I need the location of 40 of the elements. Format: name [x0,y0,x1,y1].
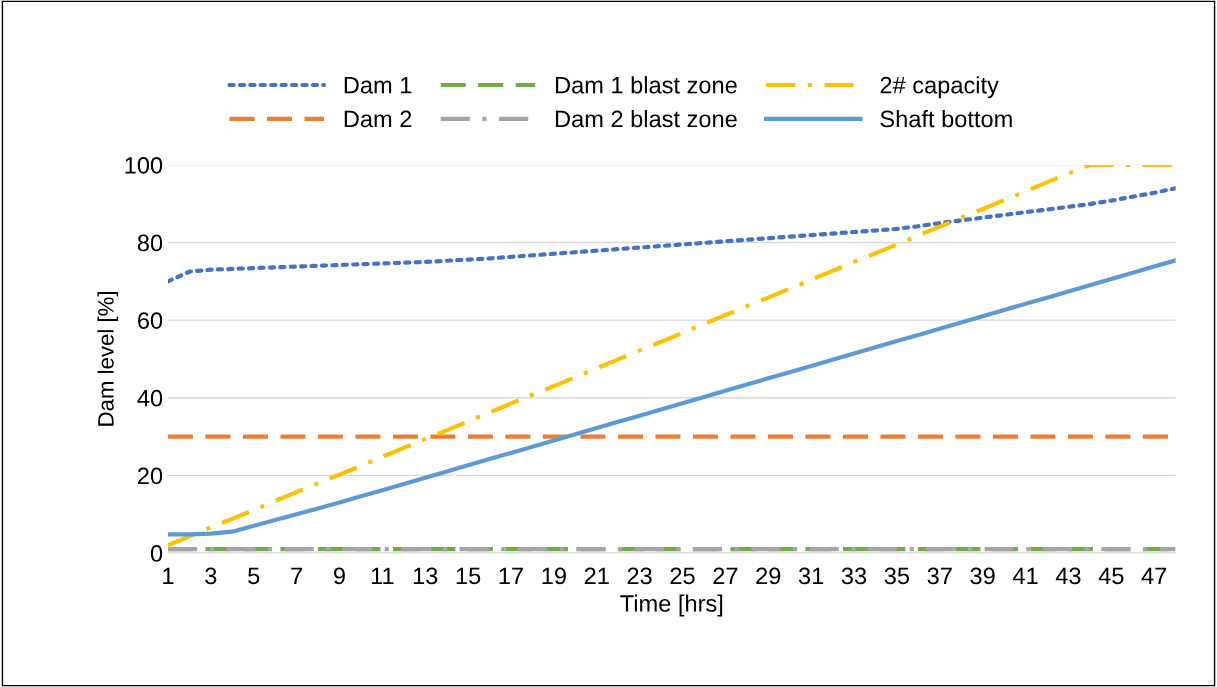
x-tick-label: 7 [291,567,302,585]
line-series [167,186,1176,284]
x-tick-label: 11 [371,567,394,585]
x-tick-label: 29 [756,567,781,585]
x-tick-label: 41 [1012,567,1038,585]
x-tick-label: 37 [927,567,952,585]
x-tick-label: 43 [1055,567,1081,585]
x-axis-title: Time [hrs] [620,594,723,617]
y-tick-label: 20 [138,467,163,485]
x-tick-label: 21 [584,567,609,585]
x-tick-label: 47 [1141,567,1167,585]
x-tick-label: 33 [841,567,867,585]
legend-label: Dam 2 blast zone [555,109,737,128]
y-tick-label: 0 [150,545,163,562]
x-tick-label: 45 [1098,567,1124,585]
y-axis-title: Dam level [%] [97,292,119,426]
legend-label: Dam 1 [344,77,412,94]
x-tick-label: 35 [884,567,910,585]
y-tick-label: 80 [137,234,163,252]
x-tick-label: 39 [970,567,995,585]
x-tick-label: 25 [670,567,695,585]
legend-label: Shaft bottom [880,109,1012,128]
legend-label: 2# capacity [880,76,999,99]
legend-label: Dam 1 blast zone [555,76,737,94]
x-tick-label: 5 [248,567,260,585]
legend-label: Dam 2 [344,110,412,128]
y-tick-label: 40 [137,389,163,407]
x-tick-label: 27 [713,567,738,585]
line-series [167,258,1176,537]
y-tick-label: 100 [125,156,163,174]
x-tick-label: 15 [456,567,481,585]
x-tick-label: 31 [798,567,824,585]
x-tick-label: 23 [627,567,652,585]
x-tick-label: 13 [413,567,438,585]
x-tick-label: 17 [499,567,523,585]
x-tick-label: 19 [542,567,566,585]
x-tick-label: 3 [205,567,217,585]
x-tick-label: 9 [334,567,345,585]
y-tick-label: 60 [138,312,163,329]
x-tick-label: 1 [163,567,174,585]
